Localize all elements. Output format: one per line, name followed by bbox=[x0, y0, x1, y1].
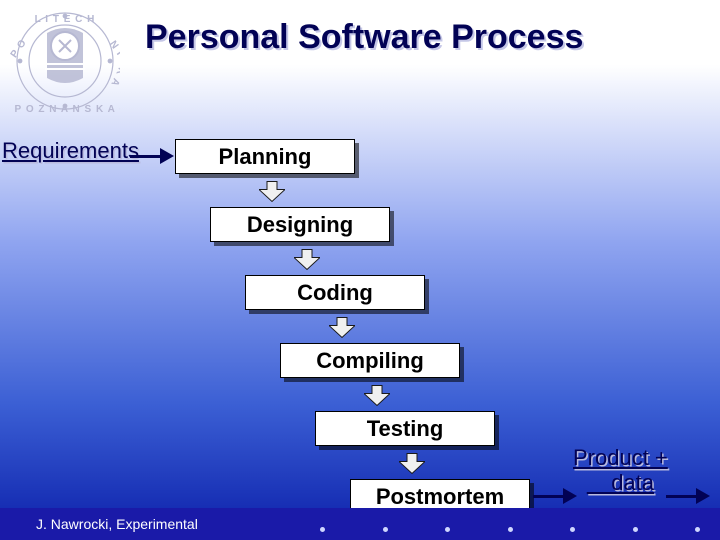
svg-text:L I T E C H: L I T E C H bbox=[35, 14, 96, 25]
input-label: Requirements bbox=[2, 138, 139, 163]
output-arrow-2 bbox=[666, 495, 700, 498]
svg-text:· P O Z N A N S K A ·: · P O Z N A N S K A · bbox=[10, 104, 120, 115]
footer-bar: J. Nawrocki, Experimental bbox=[0, 508, 720, 540]
slide-title: Personal Software Process bbox=[145, 18, 583, 57]
process-step-coding: Coding bbox=[245, 275, 425, 310]
down-arrow-icon bbox=[294, 246, 320, 273]
input-arrow bbox=[130, 155, 164, 158]
footer-text: J. Nawrocki, Experimental bbox=[36, 516, 198, 532]
output-label: Product + data bbox=[573, 445, 668, 496]
down-arrow-icon bbox=[399, 450, 425, 477]
svg-text:P O: P O bbox=[10, 37, 29, 60]
slide: L I T E C H N I P O K A · P O Z N A N S … bbox=[0, 0, 720, 540]
down-arrow-icon bbox=[259, 178, 285, 205]
output-arrow bbox=[533, 495, 567, 498]
process-step-testing: Testing bbox=[315, 411, 495, 446]
down-arrow-icon bbox=[364, 382, 390, 409]
process-step-planning: Planning bbox=[175, 139, 355, 174]
university-seal-icon: L I T E C H N I P O K A · P O Z N A N S … bbox=[10, 6, 120, 116]
process-step-compiling: Compiling bbox=[280, 343, 460, 378]
process-step-designing: Designing bbox=[210, 207, 390, 242]
down-arrow-icon bbox=[329, 314, 355, 341]
